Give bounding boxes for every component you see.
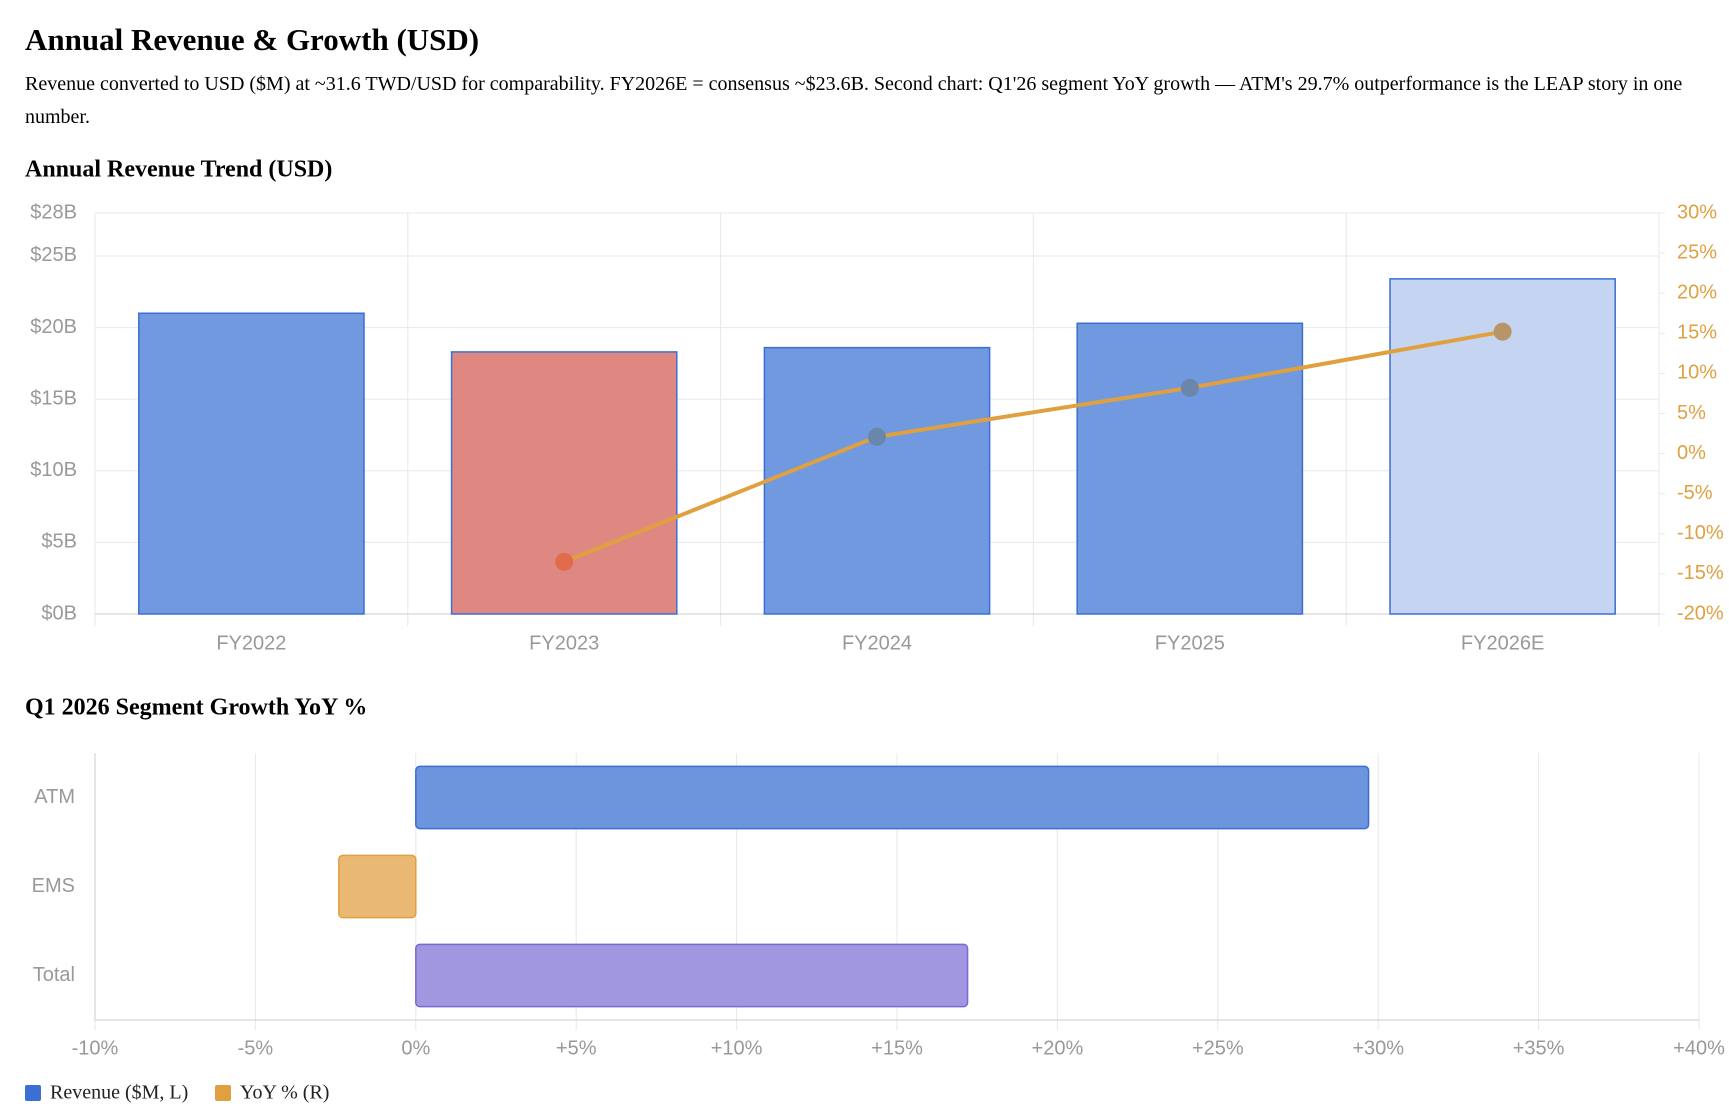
x-tick-label: +40%	[1673, 1037, 1725, 1059]
y-tick-label: $25B	[30, 244, 77, 266]
y2-tick-label: 15%	[1677, 322, 1717, 344]
chart-title: Q1 2026 Segment Growth YoY %	[25, 695, 367, 721]
y2-tick-label: -20%	[1677, 602, 1724, 624]
y2-tick-label: -15%	[1677, 562, 1724, 584]
bar	[763, 346, 991, 615]
y2-tick-label: 0%	[1677, 442, 1706, 464]
x-tick-label: FY2025	[1155, 632, 1225, 654]
y-tick-label: $28B	[30, 201, 77, 223]
growth-point	[1493, 322, 1512, 341]
y2-tick-label: 20%	[1677, 281, 1717, 303]
legend-swatch	[215, 1085, 231, 1101]
x-tick-label: +5%	[556, 1037, 597, 1059]
y2-tick-label: 25%	[1677, 241, 1717, 263]
x-tick-label: +15%	[871, 1037, 923, 1059]
x-tick-label: -5%	[238, 1037, 274, 1059]
y-tick-label: $15B	[30, 387, 77, 409]
x-tick-label: +30%	[1352, 1037, 1404, 1059]
y2-tick-label: -10%	[1677, 522, 1724, 544]
growth-point	[868, 427, 886, 446]
y2-tick-label: 5%	[1677, 402, 1706, 424]
x-tick-label: 0%	[401, 1037, 430, 1059]
x-tick-label: FY2022	[216, 632, 286, 654]
x-tick-label: FY2024	[842, 632, 912, 654]
y-tick-label: $20B	[30, 316, 77, 338]
x-tick-label: +25%	[1192, 1037, 1244, 1059]
x-tick-label: +10%	[711, 1037, 763, 1059]
description: Revenue converted to USD ($M) at ~31.6 T…	[25, 73, 1683, 128]
y-tick-label: $0B	[41, 602, 77, 624]
chart-title: Annual Revenue Trend (USD)	[25, 157, 332, 183]
y-tick-label: $10B	[30, 459, 77, 481]
legend-label: YoY % (R)	[240, 1082, 329, 1104]
y-tick-label: Total	[33, 964, 75, 986]
legend-swatch	[25, 1085, 41, 1101]
bar	[415, 765, 1370, 830]
y-tick-label: $5B	[41, 531, 77, 553]
growth-line	[563, 329, 1503, 564]
bar	[450, 351, 678, 615]
x-tick-label: +20%	[1032, 1037, 1084, 1059]
legend-label: Revenue ($M, L)	[50, 1082, 188, 1104]
bar	[338, 854, 417, 919]
x-tick-label: +35%	[1513, 1037, 1565, 1059]
y-tick-label: EMS	[32, 875, 75, 897]
bar	[138, 312, 365, 615]
y2-tick-label: -5%	[1677, 482, 1713, 504]
growth-point	[555, 552, 574, 571]
x-tick-label: -10%	[72, 1037, 119, 1059]
y2-tick-label: 30%	[1677, 201, 1717, 223]
page-title: Annual Revenue & Growth (USD)	[25, 22, 480, 57]
y-tick-label: ATM	[34, 786, 75, 808]
x-tick-label: FY2023	[529, 632, 599, 654]
growth-point	[1180, 378, 1199, 397]
x-tick-label: FY2026E	[1461, 632, 1544, 654]
y2-tick-label: 10%	[1677, 362, 1717, 384]
bar	[1076, 322, 1304, 615]
bar	[415, 943, 969, 1008]
